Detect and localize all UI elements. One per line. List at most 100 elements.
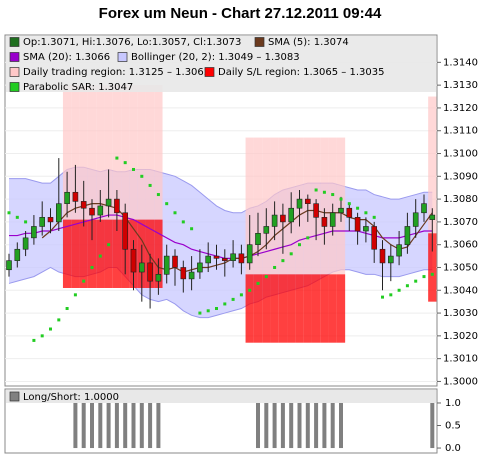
legend-swatch [9, 37, 20, 47]
sar-dot [389, 293, 393, 297]
sar-dot [314, 188, 318, 192]
sar-dot [381, 295, 384, 299]
bar [272, 402, 277, 449]
trading-region [112, 85, 122, 220]
bar [280, 402, 285, 449]
sl-region [262, 274, 271, 343]
y-tick-label: 1.3130 [443, 80, 478, 91]
sar-dot [414, 279, 418, 283]
y-tick-label: 1.3120 [443, 103, 478, 114]
y-tick-label: 0.0 [445, 443, 461, 454]
legend-swatch [117, 52, 128, 62]
sar-dot [206, 309, 210, 313]
sl-region [154, 219, 163, 288]
legend-swatch [9, 82, 20, 92]
candle-body [89, 207, 95, 216]
candle-body [105, 198, 112, 207]
legend-label: Daily trading region: 1.3125 – 1.3065 [23, 67, 210, 78]
trading-region [253, 137, 263, 275]
sl-region [278, 274, 288, 343]
sar-dot [397, 288, 401, 292]
y-tick-label: 1.3140 [443, 57, 478, 68]
trading-region [245, 137, 254, 275]
candle-body [396, 244, 402, 257]
sar-dot [57, 318, 61, 322]
candle-body [180, 267, 187, 280]
candle-body [379, 248, 386, 264]
sar-dot [256, 281, 260, 285]
candle-body [304, 198, 311, 204]
sl-region [303, 274, 312, 343]
bar [73, 402, 78, 449]
sar-dot [405, 284, 409, 288]
sl-region [62, 219, 72, 288]
y-tick-label: 1.3070 [443, 217, 478, 228]
bar [131, 402, 136, 449]
candle-body [22, 237, 29, 250]
sar-dot [148, 183, 152, 187]
sar-dot [339, 197, 343, 201]
sl-region [253, 274, 263, 343]
sar-dot [173, 211, 177, 215]
sar-dot [430, 272, 434, 276]
sar-dot [65, 307, 69, 311]
candle-body [130, 248, 137, 273]
trading-region [87, 85, 97, 220]
candle-body [263, 226, 270, 234]
candle-body [230, 253, 236, 261]
sar-dot [156, 193, 160, 197]
sl-region [87, 219, 97, 288]
bar [106, 402, 111, 449]
sar-dot [115, 156, 119, 160]
sar-dot [15, 215, 19, 219]
sar-dot [190, 227, 194, 231]
y-tick-label: 1.0 [445, 398, 461, 409]
candle-body [80, 201, 87, 209]
candle-body [122, 212, 128, 250]
bar [156, 402, 161, 449]
candle-body [172, 255, 178, 268]
trading-region [320, 137, 329, 275]
sar-dot [215, 307, 218, 311]
candle-body [346, 207, 353, 218]
candle-body [31, 226, 37, 239]
y-tick-label: 1.3040 [443, 285, 478, 296]
candle-body [163, 255, 170, 275]
y-tick-label: 1.3020 [443, 331, 478, 342]
trading-region [129, 85, 138, 220]
candle-body [72, 191, 79, 202]
legend-swatch [254, 37, 265, 47]
sar-dot [107, 243, 111, 247]
trading-region [145, 85, 155, 220]
candle-body [271, 214, 278, 227]
sl-region [71, 219, 80, 288]
candle-body [188, 271, 195, 280]
bar [123, 402, 128, 449]
candle-body [213, 255, 220, 259]
y-tick-label: 1.3000 [443, 376, 478, 387]
sar-dot [82, 279, 86, 283]
candle-body [97, 205, 104, 216]
sl-region [96, 219, 105, 288]
candle-body [155, 274, 162, 282]
sl-region [320, 274, 329, 343]
trading-region [96, 85, 105, 220]
sar-dot [7, 211, 11, 215]
sl-region [112, 219, 122, 288]
sar-dot [264, 275, 268, 279]
candle-body [354, 217, 361, 232]
legend-swatch [9, 52, 20, 62]
candle-body [412, 212, 419, 227]
chart-title: Forex um Neun - Chart 27.12.2011 09:44 [99, 5, 382, 22]
legend-label: Op:1.3071, Hi:1.3076, Lo:1.3057, Cl:1.30… [23, 37, 241, 48]
sar-dot [306, 236, 310, 240]
sar-dot [90, 265, 94, 269]
candle-body [404, 226, 411, 245]
candle-body [288, 207, 295, 223]
sar-dot [248, 288, 252, 292]
legend-swatch [204, 67, 215, 77]
candle-body [329, 212, 336, 227]
sar-dot [40, 334, 44, 338]
sar-dot [298, 243, 301, 247]
